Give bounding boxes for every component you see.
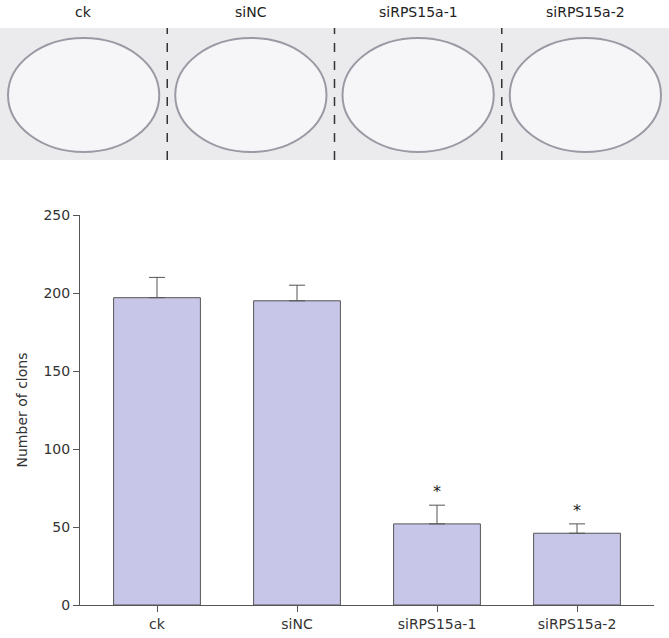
svg-text:siNC: siNC [235,4,267,20]
svg-text:siRPS15a-2: siRPS15a-2 [538,616,617,632]
svg-text:Number of clons: Number of clons [14,353,30,468]
svg-text:100: 100 [43,441,70,457]
svg-text:150: 150 [43,363,70,379]
svg-text:ck: ck [75,4,92,20]
svg-text:*: * [573,501,581,520]
svg-text:*: * [433,482,441,501]
svg-text:siRPS15a-1: siRPS15a-1 [398,616,477,632]
svg-text:ck: ck [149,616,166,632]
svg-text:siNC: siNC [281,616,313,632]
svg-text:siRPS15a-1: siRPS15a-1 [379,4,458,20]
svg-text:0: 0 [61,597,70,613]
svg-text:200: 200 [43,285,70,301]
svg-text:siRPS15a-2: siRPS15a-2 [546,4,625,20]
svg-text:50: 50 [52,519,70,535]
svg-text:250: 250 [43,207,70,223]
